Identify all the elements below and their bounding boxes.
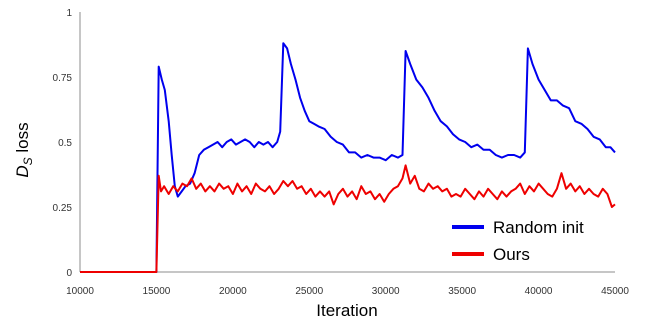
x-tick-label: 30000 bbox=[372, 286, 400, 297]
x-axis-title: Iteration bbox=[316, 301, 377, 320]
legend-label-random-init: Random init bbox=[493, 218, 584, 237]
x-tick-label: 40000 bbox=[525, 286, 553, 297]
y-tick-label: 0.25 bbox=[53, 203, 73, 214]
x-tick-label: 15000 bbox=[143, 286, 171, 297]
y-tick-label: 0.75 bbox=[53, 73, 73, 84]
series-layer bbox=[80, 42, 616, 273]
x-tick-label: 35000 bbox=[448, 286, 476, 297]
x-tick-label: 20000 bbox=[219, 286, 247, 297]
series-line-ours bbox=[80, 164, 616, 273]
series-line-random-init bbox=[80, 42, 616, 273]
y-axis-title: DS loss bbox=[13, 122, 35, 177]
legend-item-random-init: Random init bbox=[452, 218, 584, 237]
y-axis-title-subscript: S bbox=[21, 157, 35, 165]
y-tick-labels: 0 0.25 0.5 0.75 1 bbox=[53, 8, 73, 279]
axes bbox=[79, 12, 615, 273]
legend: Random init Ours bbox=[452, 218, 584, 264]
legend-label-ours: Ours bbox=[493, 245, 530, 264]
x-tick-labels: 10000 15000 20000 25000 30000 35000 40000 45000 bbox=[66, 286, 629, 297]
y-axis-title-suffix: loss bbox=[13, 122, 32, 157]
legend-item-ours: Ours bbox=[452, 245, 530, 264]
y-tick-label: 0 bbox=[66, 268, 72, 279]
y-tick-label: 1 bbox=[66, 8, 72, 19]
x-tick-label: 45000 bbox=[601, 286, 629, 297]
x-tick-label: 10000 bbox=[66, 286, 94, 297]
x-tick-label: 25000 bbox=[295, 286, 323, 297]
y-tick-label: 0.5 bbox=[58, 138, 72, 149]
y-axis-title-main: D bbox=[13, 165, 32, 177]
